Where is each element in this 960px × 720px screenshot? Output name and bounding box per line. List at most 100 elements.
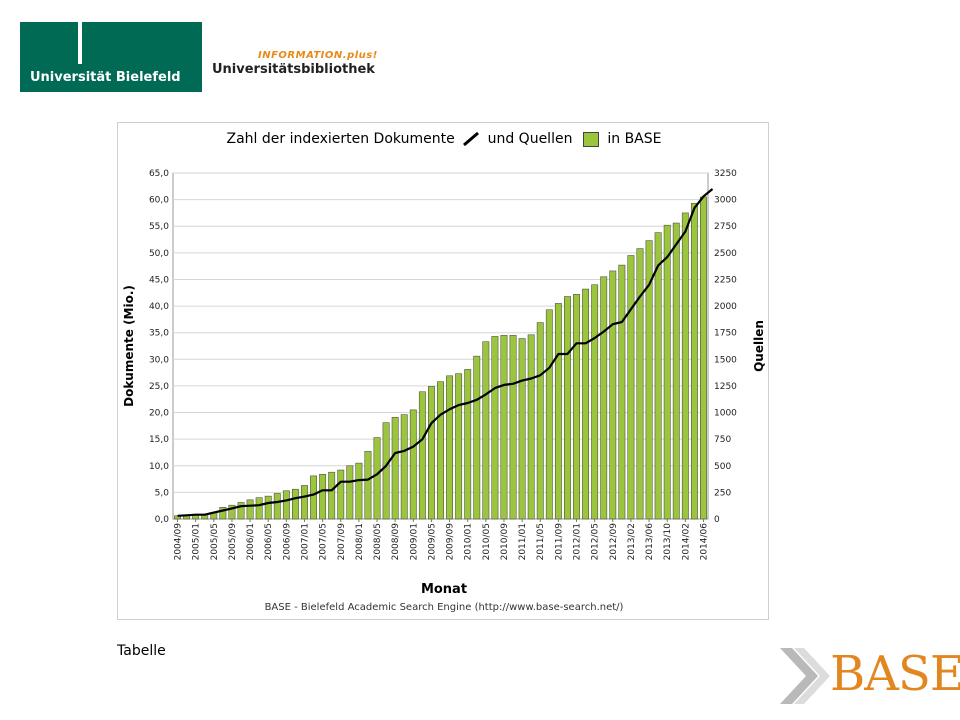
y-tick-label: 5,0	[155, 488, 170, 498]
x-tick-label: 2004/09	[174, 523, 184, 561]
bar	[636, 248, 644, 520]
bar	[301, 485, 308, 520]
bar	[564, 296, 571, 520]
y-tick-label: 20,0	[149, 409, 169, 419]
x-tick-label: 2013/06	[645, 523, 655, 561]
table-link[interactable]: Tabelle	[117, 643, 166, 659]
bar	[355, 462, 363, 520]
bar	[690, 203, 698, 520]
base-logo: BASE	[778, 640, 960, 710]
x-tick-label: 2010/09	[500, 523, 510, 561]
bar	[391, 417, 399, 520]
bar	[319, 474, 327, 520]
bar	[428, 386, 435, 520]
bar	[663, 224, 671, 520]
y2-tick-label: 1000	[714, 409, 737, 419]
x-tick-label: 2010/05	[482, 523, 492, 560]
title-base: in BASE	[607, 131, 662, 147]
x-tick-label: 2012/09	[609, 523, 619, 561]
logo-block-left	[20, 22, 78, 64]
title-sources: und Quellen	[487, 131, 573, 147]
x-tick-label: 2014/06	[700, 523, 710, 561]
x-tick-label: 2011/01	[518, 523, 528, 560]
x-tick-label: 2008/09	[391, 523, 401, 561]
bar	[418, 391, 426, 520]
y2-tick-label: 2000	[714, 302, 737, 312]
bar	[346, 465, 354, 520]
bar	[518, 338, 526, 520]
y2-tick-label: 2750	[714, 222, 737, 232]
bar	[582, 288, 590, 520]
y2-tick-label: 1500	[714, 355, 737, 365]
x-tick-label: 2007/05	[319, 523, 329, 560]
bar	[527, 334, 535, 520]
bar	[464, 369, 472, 520]
university-logo: Universität Bielefeld	[20, 22, 202, 92]
bar	[255, 497, 263, 520]
bar	[219, 507, 227, 520]
bar	[545, 309, 553, 520]
bar	[310, 475, 317, 520]
y2-tick-label: 0	[714, 515, 720, 525]
x-tick-label: 2008/05	[373, 523, 383, 560]
y2-tick-label: 1750	[714, 329, 737, 339]
x-tick-label: 2013/10	[663, 523, 673, 561]
x-tick-label: 2006/01	[246, 523, 256, 560]
y2-tick-label: 2500	[714, 249, 737, 259]
y2-tick-label: 250	[714, 488, 731, 498]
bar	[364, 451, 372, 520]
y-tick-label: 15,0	[149, 435, 169, 445]
bar	[700, 196, 707, 520]
x-tick-label: 2007/01	[301, 523, 311, 560]
legend-line-icon	[463, 132, 480, 146]
x-tick-label: 2012/01	[573, 523, 583, 560]
x-tick-label: 2006/09	[282, 523, 292, 561]
x-axis-label: Monat	[420, 582, 468, 597]
bar	[373, 437, 381, 520]
y-tick-label: 65,0	[149, 169, 169, 179]
y2-tick-label: 750	[714, 435, 731, 445]
library-logo: INFORMATION.plus! Universitätsbibliothek	[212, 50, 378, 77]
y-tick-label: 30,0	[149, 355, 169, 365]
y-tick-label: 0,0	[155, 515, 170, 525]
info-plus-label: INFORMATION.plus!	[258, 50, 378, 61]
bar	[446, 375, 453, 520]
y2-axis-label: Quellen	[752, 320, 766, 372]
bar	[536, 322, 544, 520]
chart-source: BASE - Bielefeld Academic Search Engine …	[264, 602, 624, 613]
y2-tick-label: 3250	[714, 169, 737, 179]
x-tick-label: 2005/09	[228, 523, 238, 561]
x-tick-label: 2007/09	[337, 523, 347, 561]
y2-tick-label: 3000	[714, 196, 737, 206]
bar	[491, 336, 499, 520]
bar	[600, 276, 608, 520]
y-tick-label: 25,0	[149, 382, 169, 392]
x-tick-label: 2012/05	[591, 523, 601, 560]
chart-panel: Zahl der indexierten Dokumente und Quell…	[117, 122, 769, 620]
bar	[264, 495, 272, 520]
x-tick-label: 2009/01	[409, 523, 419, 560]
y-axis-label: Dokumente (Mio.)	[122, 285, 136, 407]
sources-line	[177, 188, 714, 517]
x-tick-label: 2005/01	[192, 523, 202, 560]
bar	[573, 294, 580, 520]
library-name: Universitätsbibliothek	[212, 62, 375, 77]
y2-tick-label: 500	[714, 462, 731, 472]
x-tick-label: 2013/02	[627, 523, 637, 560]
bar	[437, 381, 444, 520]
bar	[609, 270, 617, 520]
y2-tick-label: 1250	[714, 382, 737, 392]
x-tick-label: 2008/01	[355, 523, 365, 560]
chart-plot: 0,0 5,0 10,0 15,0 20,0 25,0 30,0 35,0 40,0 45,0 50…	[122, 169, 766, 561]
y-tick-label: 55,0	[149, 222, 169, 232]
bar	[291, 488, 299, 520]
bar	[237, 502, 245, 520]
bar	[554, 303, 562, 520]
y-tick-label: 40,0	[149, 302, 169, 312]
x-tick-label: 2006/05	[264, 523, 274, 560]
bar	[273, 493, 281, 520]
x-tick-label: 2005/05	[210, 523, 220, 560]
bar	[282, 490, 290, 520]
bar	[681, 212, 689, 520]
x-tick-label: 2011/05	[536, 523, 546, 560]
